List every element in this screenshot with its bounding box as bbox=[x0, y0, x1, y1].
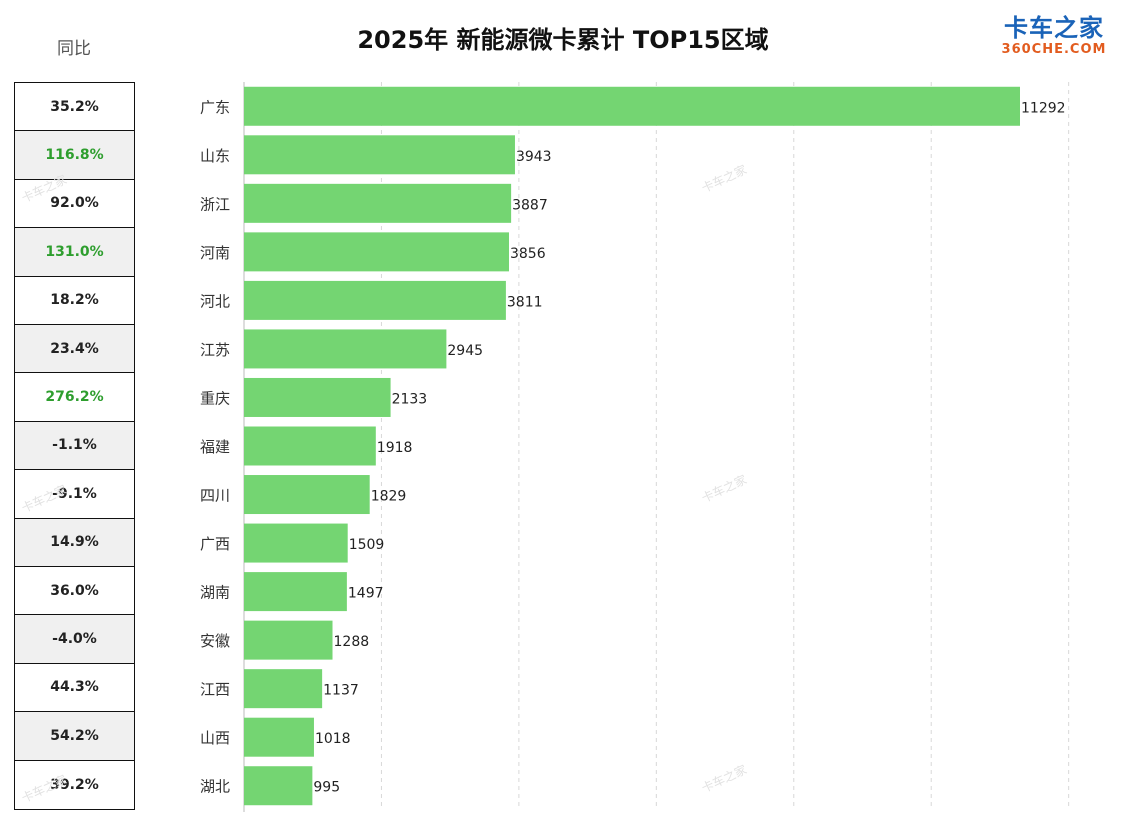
category-label: 山东 bbox=[200, 147, 230, 165]
bar bbox=[244, 572, 347, 612]
bar bbox=[244, 717, 314, 757]
category-label: 湖南 bbox=[200, 584, 230, 602]
bar bbox=[244, 475, 370, 515]
yoy-table: 35.2% 116.8% 92.0% 131.0% 18.2% 23.4% 276.2% -1… bbox=[14, 82, 135, 810]
bar bbox=[244, 766, 313, 806]
category-label: 浙江 bbox=[200, 195, 230, 213]
category-label: 山西 bbox=[200, 729, 230, 747]
value-label: 3887 bbox=[512, 197, 548, 213]
category-label: 重庆 bbox=[200, 389, 230, 407]
value-label: 3943 bbox=[516, 149, 552, 165]
yoy-cell: 54.2% bbox=[15, 712, 134, 761]
bar bbox=[244, 669, 323, 709]
value-label: 11292 bbox=[1021, 100, 1066, 116]
value-label: 1829 bbox=[371, 489, 407, 505]
bar bbox=[244, 620, 333, 660]
bar bbox=[244, 523, 348, 563]
yoy-cell: -9.1% bbox=[15, 470, 134, 519]
yoy-cell: -4.0% bbox=[15, 615, 134, 664]
yoy-cell: 116.8% bbox=[15, 131, 134, 180]
category-label: 江苏 bbox=[200, 341, 230, 359]
logo-domain: 360CHE.COM bbox=[1001, 42, 1107, 57]
yoy-cell: 39.2% bbox=[50, 776, 99, 793]
brand-logo: 卡车之家 360CHE.COM bbox=[998, 14, 1110, 60]
category-label: 江西 bbox=[200, 681, 230, 699]
value-label: 1509 bbox=[349, 537, 385, 553]
category-label: 广西 bbox=[200, 535, 230, 553]
value-label: 2133 bbox=[392, 391, 428, 407]
bar bbox=[244, 426, 376, 466]
yoy-cell: 276.2% bbox=[15, 373, 134, 422]
value-label: 995 bbox=[313, 780, 340, 796]
category-label: 河南 bbox=[200, 244, 230, 262]
bar bbox=[244, 86, 1020, 126]
category-label: 湖北 bbox=[200, 778, 230, 796]
category-label: 四川 bbox=[200, 487, 230, 505]
bar bbox=[244, 377, 391, 417]
bar bbox=[244, 280, 506, 320]
value-label: 1497 bbox=[348, 586, 384, 602]
bar bbox=[244, 329, 447, 369]
chart-title: 2025年 新能源微卡累计 TOP15区域 bbox=[357, 26, 769, 54]
value-label: 3856 bbox=[510, 246, 546, 262]
value-label: 1018 bbox=[315, 731, 351, 747]
bar bbox=[244, 232, 509, 272]
value-label: 2945 bbox=[447, 343, 483, 359]
yoy-cell: 18.2% bbox=[15, 277, 134, 325]
value-label: 3811 bbox=[507, 294, 543, 310]
yoy-cell: 23.4% bbox=[15, 325, 134, 374]
category-label: 广东 bbox=[200, 98, 230, 116]
value-label: 1288 bbox=[334, 634, 370, 650]
yoy-cell: 44.3% bbox=[15, 664, 134, 713]
yoy-column-header: 同比 bbox=[57, 39, 91, 59]
bar bbox=[244, 183, 512, 223]
value-label: 1918 bbox=[377, 440, 413, 456]
category-label: 河北 bbox=[200, 292, 230, 310]
yoy-cell: 35.2% bbox=[15, 83, 134, 132]
yoy-cell: -1.1% bbox=[15, 421, 134, 471]
category-label: 福建 bbox=[200, 438, 230, 456]
yoy-cell: 36.0% bbox=[15, 567, 134, 616]
yoy-cell: 92.0% bbox=[15, 180, 134, 229]
logo-text: 卡车之家 bbox=[1004, 14, 1104, 42]
yoy-cell: 14.9% bbox=[15, 518, 134, 567]
value-label: 1137 bbox=[323, 683, 359, 699]
category-label: 安徽 bbox=[200, 632, 230, 650]
yoy-cell: 131.0% bbox=[15, 228, 134, 277]
bar bbox=[244, 135, 515, 175]
